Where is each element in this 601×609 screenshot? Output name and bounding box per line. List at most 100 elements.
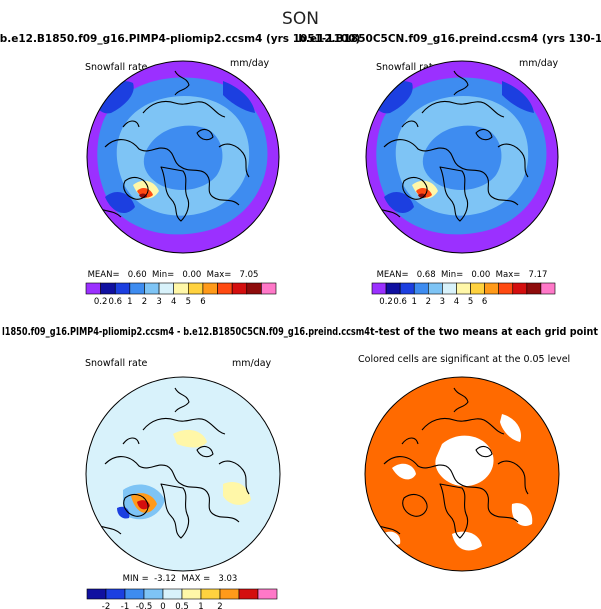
colorbar-box bbox=[219, 588, 240, 600]
panel-3-units: mm/day bbox=[232, 358, 272, 369]
panel-4-field bbox=[365, 377, 559, 571]
colorbar-tick-label: -2 bbox=[102, 602, 110, 609]
colorbar-box bbox=[512, 282, 528, 295]
panel-3-map bbox=[86, 377, 280, 571]
colorbar-box bbox=[413, 282, 429, 295]
colorbar-box bbox=[105, 588, 126, 600]
colorbar-box bbox=[442, 282, 457, 295]
field-background bbox=[86, 377, 280, 571]
colorbar-tick-label: 2 bbox=[217, 602, 222, 609]
colorbar-tick-label: 3 bbox=[440, 297, 445, 307]
field-region-pos bbox=[173, 429, 207, 448]
field-region-not-significant bbox=[435, 435, 494, 487]
colorbar-box bbox=[498, 282, 514, 295]
colorbar-tick-label: -0.5 bbox=[136, 602, 153, 609]
panel-2: b.e12.B1850C5CN.f09_g16.preind.ccsm4 (yr… bbox=[298, 33, 601, 307]
colorbar-box bbox=[456, 282, 471, 295]
panel-1-variable: Snowfall rate bbox=[85, 62, 148, 73]
panel-1: b.e12.B1850.f09_g16.PIMP4-pliomip2.ccsm4… bbox=[0, 33, 360, 307]
colorbar-box bbox=[385, 282, 401, 295]
colorbar-box bbox=[428, 282, 443, 295]
panel-2-colorbar: 0.2 0.6 1 2 3 4 5 6 bbox=[371, 282, 556, 307]
colorbar-tick-label: 0.2 bbox=[379, 297, 393, 307]
colorbar-box bbox=[162, 588, 183, 600]
colorbar-tick-label: 1 bbox=[412, 297, 417, 307]
field-region-pos bbox=[223, 481, 251, 505]
colorbar-tick-label: 0 bbox=[160, 602, 165, 609]
colorbar-box bbox=[200, 588, 221, 600]
colorbar-box bbox=[173, 282, 189, 295]
colorbar-box bbox=[202, 282, 218, 295]
panel-1-title: b.e12.B1850.f09_g16.PIMP4-pliomip2.ccsm4… bbox=[0, 33, 360, 45]
colorbar-box bbox=[540, 282, 556, 295]
colorbar-box bbox=[158, 282, 174, 295]
colorbar-tick-label: 0.5 bbox=[175, 602, 189, 609]
colorbar-box bbox=[85, 282, 101, 295]
field-region-dark bbox=[105, 192, 135, 213]
field-region-dark bbox=[502, 81, 534, 113]
panel-3: l1850.f09_g16.PIMP4-pliomip2.ccsm4 - b.e… bbox=[2, 326, 370, 609]
colorbar-box bbox=[100, 282, 116, 295]
colorbar-tick-label: 5 bbox=[468, 297, 473, 307]
colorbar-tick-label: 2 bbox=[142, 297, 147, 307]
panel-2-title: b.e12.B1850C5CN.f09_g16.preind.ccsm4 (yr… bbox=[298, 33, 601, 45]
colorbar-tick-label: 4 bbox=[171, 297, 176, 307]
panel-2-map-border bbox=[365, 60, 559, 254]
colorbar-box bbox=[86, 588, 107, 600]
panel-1-colorbar: 0.2 0.6 1 2 3 4 5 6 bbox=[85, 282, 277, 307]
colorbar-tick-label: 6 bbox=[482, 297, 487, 307]
colorbar-box bbox=[238, 588, 259, 600]
colorbar-box bbox=[246, 282, 262, 295]
panel-1-stats: MEAN= 0.60 Min= 0.00 Max= 7.05 bbox=[88, 270, 259, 280]
panel-2-stats: MEAN= 0.68 Min= 0.00 Max= 7.17 bbox=[377, 270, 548, 280]
colorbar-tick-label: 0.6 bbox=[108, 297, 122, 307]
colorbar-box bbox=[484, 282, 499, 295]
colorbar-tick-label: 4 bbox=[454, 297, 459, 307]
panel-3-colorbar: -2 -1 -0.5 0 0.5 1 2 bbox=[86, 588, 278, 609]
panel-1-map bbox=[87, 61, 279, 253]
panel-4-title: t-test of the two means at each grid poi… bbox=[370, 326, 598, 338]
colorbar-box bbox=[217, 282, 233, 295]
colorbar-box bbox=[526, 282, 542, 295]
panel-3-variable: Snowfall rate bbox=[85, 358, 148, 369]
colorbar-tick-label: 5 bbox=[186, 297, 191, 307]
field-region-not-significant bbox=[500, 414, 522, 442]
colorbar-box bbox=[124, 588, 145, 600]
panel-4-map-border bbox=[364, 376, 560, 572]
panel-2-map bbox=[366, 61, 558, 253]
colorbar-tick-label: 0.6 bbox=[393, 297, 407, 307]
colorbar-box bbox=[129, 282, 145, 295]
colorbar-tick-label: -1 bbox=[121, 602, 129, 609]
panel-1-field bbox=[87, 61, 279, 253]
panel-4: t-test of the two means at each grid poi… bbox=[358, 326, 598, 572]
field-region-not-significant bbox=[452, 531, 482, 551]
panel-3-title: l1850.f09_g16.PIMP4-pliomip2.ccsm4 - b.e… bbox=[2, 326, 370, 338]
colorbar-box bbox=[188, 282, 204, 295]
colorbar-tick-label: 6 bbox=[200, 297, 205, 307]
field-region-not-significant bbox=[511, 503, 533, 526]
figure-title: SON bbox=[282, 9, 319, 29]
panel-3-map-border bbox=[85, 376, 281, 572]
colorbar-tick-label: 1 bbox=[127, 297, 132, 307]
panel-2-variable: Snowfall rate bbox=[376, 62, 439, 73]
panel-4-map bbox=[365, 377, 559, 571]
colorbar-box bbox=[257, 588, 278, 600]
colorbar-box bbox=[261, 282, 277, 295]
field-region-dark bbox=[223, 81, 255, 113]
panel-2-field bbox=[366, 61, 558, 253]
colorbar-tick-label: 3 bbox=[156, 297, 161, 307]
colorbar-box bbox=[231, 282, 248, 295]
colorbar-box bbox=[371, 282, 387, 295]
colorbar-box bbox=[143, 588, 164, 600]
panel-3-field bbox=[86, 377, 280, 571]
colorbar-box bbox=[144, 282, 160, 295]
panel-2-units: mm/day bbox=[519, 58, 559, 69]
colorbar-box bbox=[470, 282, 485, 295]
panel-1-map-border bbox=[86, 60, 280, 254]
panel-1-units: mm/day bbox=[230, 58, 270, 69]
colorbar-tick-label: 0.2 bbox=[94, 297, 108, 307]
panel-4-subtitle: Colored cells are significant at the 0.0… bbox=[358, 354, 570, 365]
field-region-not-significant bbox=[392, 463, 416, 480]
panel-3-stats: MIN = -3.12 MAX = 3.03 bbox=[123, 574, 238, 584]
